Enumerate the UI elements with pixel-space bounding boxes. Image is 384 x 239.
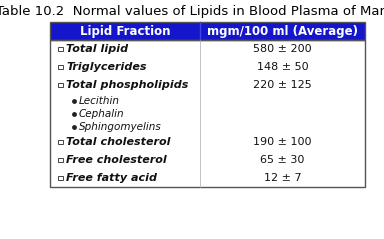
Text: Total cholesterol: Total cholesterol (66, 137, 171, 147)
Bar (50, 22, 365, 40)
Text: Free cholesterol: Free cholesterol (66, 155, 167, 165)
Text: mgm/100 ml (Average): mgm/100 ml (Average) (207, 25, 358, 38)
Bar (58, 83, 63, 87)
Text: Free fatty acid: Free fatty acid (66, 173, 157, 183)
Bar (50, 40, 365, 187)
Text: Lipid Fraction: Lipid Fraction (80, 25, 170, 38)
Bar (58, 140, 63, 144)
Text: Cephalin: Cephalin (79, 109, 125, 119)
Text: Total phospholipids: Total phospholipids (66, 80, 189, 90)
Text: 65 ± 30: 65 ± 30 (260, 155, 305, 165)
Bar (58, 158, 63, 162)
Bar (58, 65, 63, 69)
Text: 220 ± 125: 220 ± 125 (253, 80, 312, 90)
Text: Triglycerides: Triglycerides (66, 62, 147, 72)
Text: 148 ± 50: 148 ± 50 (257, 62, 308, 72)
Text: 580 ± 200: 580 ± 200 (253, 44, 312, 54)
Text: 12 ± 7: 12 ± 7 (264, 173, 301, 183)
Text: Lecithin: Lecithin (79, 96, 120, 105)
Text: Sphingomyelins: Sphingomyelins (79, 121, 162, 131)
Text: 190 ± 100: 190 ± 100 (253, 137, 312, 147)
Bar (58, 176, 63, 180)
Bar (58, 47, 63, 51)
Text: Total lipid: Total lipid (66, 44, 129, 54)
Text: Table 10.2  Normal values of Lipids in Blood Plasma of Man: Table 10.2 Normal values of Lipids in Bl… (0, 5, 384, 17)
Bar (50, 22, 365, 40)
